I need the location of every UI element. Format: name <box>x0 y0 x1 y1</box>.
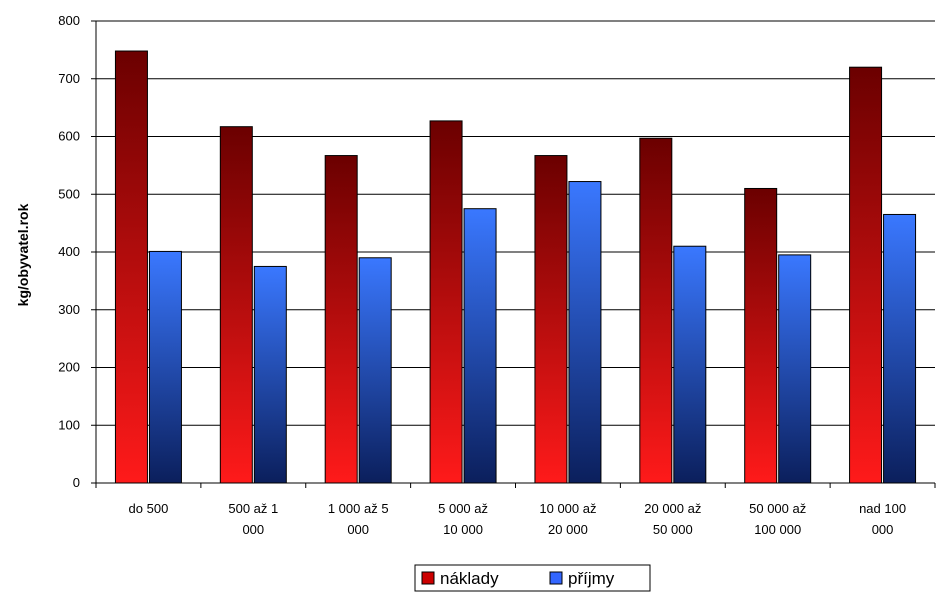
bar-naklady <box>114 50 148 484</box>
legend: náklady příjmy <box>414 564 651 592</box>
x-tick-label: 20 000 až <box>644 501 701 516</box>
x-tick-label: 500 až 1 <box>228 501 278 516</box>
x-tick-label: 100 000 <box>754 522 801 537</box>
legend-label-prijmy: příjmy <box>568 569 615 588</box>
x-tick-label: 5 000 až <box>438 501 488 516</box>
bar-naklady <box>849 66 883 484</box>
x-tick-label: nad 100 <box>859 501 906 516</box>
bar-prijmy <box>463 208 497 484</box>
x-tick-label: 1 000 až 5 <box>328 501 389 516</box>
y-tick-label: 700 <box>58 71 80 86</box>
x-tick-label: 000 <box>242 522 264 537</box>
x-tick-label: 10 000 <box>443 522 483 537</box>
x-tick-labels: do 500 500 až 1 000 1 000 až 5 000 5 000 až 10… <box>129 501 907 537</box>
y-tick-label: 600 <box>58 129 80 144</box>
y-tick-label: 100 <box>58 417 80 432</box>
bars <box>114 50 917 484</box>
y-tick-label: 400 <box>58 244 80 259</box>
x-tick-label: do 500 <box>129 501 169 516</box>
axes <box>91 20 936 488</box>
x-tick-label: 10 000 až <box>539 501 596 516</box>
x-tick-label: 50 000 <box>653 522 693 537</box>
bar-prijmy <box>673 245 707 484</box>
bar-naklady <box>744 187 778 484</box>
y-tick-labels: 0 100 200 300 400 500 600 700 800 <box>58 13 80 490</box>
x-tick-label: 000 <box>347 522 369 537</box>
y-axis-label: kg/obyvatel.rok <box>15 203 31 306</box>
bar-prijmy <box>358 257 392 484</box>
legend-box <box>414 564 651 592</box>
legend-swatch-prijmy <box>549 571 563 585</box>
bar-prijmy <box>778 254 812 484</box>
y-tick-label: 500 <box>58 186 80 201</box>
x-tick-label: 000 <box>872 522 894 537</box>
legend-label-naklady: náklady <box>440 569 499 588</box>
y-tick-label: 0 <box>73 475 80 490</box>
bar-naklady <box>219 126 253 484</box>
bar-naklady <box>324 155 358 484</box>
x-tick-label: 20 000 <box>548 522 588 537</box>
bar-prijmy <box>148 250 182 484</box>
bar-prijmy <box>568 181 602 484</box>
bar-prijmy <box>883 213 917 484</box>
x-tick-label: 50 000 až <box>749 501 806 516</box>
bar-naklady <box>429 120 463 484</box>
y-tick-label: 800 <box>58 13 80 28</box>
y-tick-label: 200 <box>58 360 80 375</box>
bar-naklady <box>534 155 568 484</box>
y-tick-label: 300 <box>58 302 80 317</box>
bar-naklady <box>639 137 673 484</box>
legend-swatch-naklady <box>421 571 435 585</box>
bar-prijmy <box>253 265 287 484</box>
